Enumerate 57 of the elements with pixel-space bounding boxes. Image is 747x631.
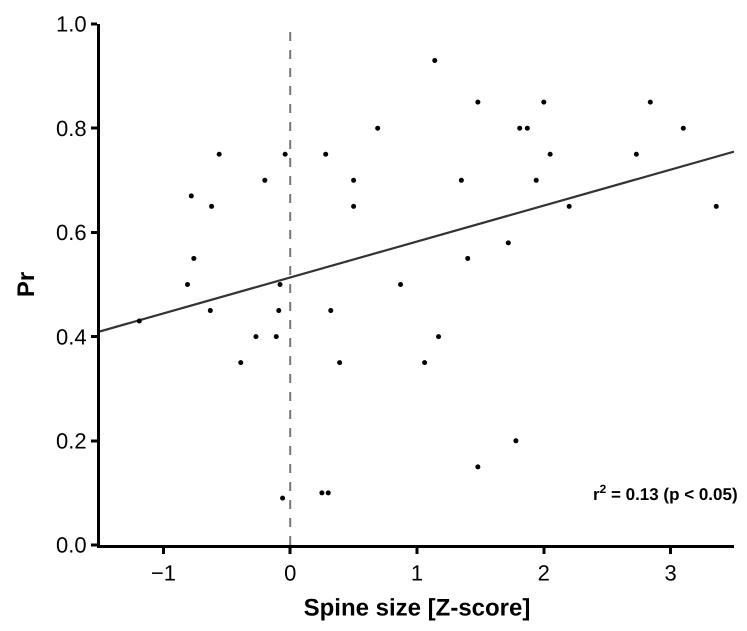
point [191, 256, 196, 261]
point [634, 152, 639, 157]
point [282, 152, 288, 157]
point [216, 152, 222, 157]
point [534, 178, 539, 183]
point [475, 464, 480, 470]
point [548, 152, 553, 157]
point [714, 204, 719, 209]
x-axis-title: Spine size [Z-score] [304, 594, 530, 622]
point [458, 178, 464, 183]
point [328, 308, 334, 314]
annotation: r$^{2}$ = 0.13 (p < 0.05) [593, 482, 738, 504]
point [209, 204, 214, 209]
point [326, 490, 331, 496]
point [253, 334, 258, 340]
y-tick-label: 0.4 [56, 324, 87, 350]
point [422, 360, 428, 366]
point [375, 126, 380, 131]
point [184, 282, 190, 287]
point [541, 100, 546, 105]
y-tick-label: 0.6 [56, 220, 87, 246]
point [524, 126, 530, 131]
point [517, 126, 522, 131]
y-tick-label: 0.2 [56, 428, 87, 454]
y-axis-title: Pr [13, 272, 40, 298]
point [513, 438, 518, 444]
point [680, 126, 686, 131]
y-tick-label: 1.0 [56, 12, 87, 37]
point [319, 490, 324, 496]
x-tick-label: 1 [410, 560, 424, 586]
point [280, 496, 286, 501]
point [465, 256, 470, 261]
point [506, 240, 511, 246]
point [351, 204, 356, 209]
x-tick-label: 0 [284, 560, 296, 586]
point [276, 308, 282, 314]
x-tick-label: −1 [150, 560, 176, 586]
point [475, 100, 480, 105]
x-tick-label: 3 [664, 560, 677, 586]
point [337, 360, 342, 366]
x-tick-label: 2 [538, 560, 550, 586]
point [238, 360, 244, 366]
point [136, 318, 142, 324]
point [566, 204, 572, 209]
point [262, 178, 268, 183]
point [323, 152, 328, 157]
point [432, 58, 438, 63]
point [648, 100, 653, 105]
point [398, 282, 404, 287]
point [188, 193, 194, 198]
point [436, 334, 442, 340]
point [278, 282, 283, 287]
y-tick-label: 0.0 [56, 532, 87, 558]
point [208, 308, 213, 314]
y-tick-label: 0.8 [56, 116, 87, 141]
point [274, 334, 279, 340]
point [351, 178, 356, 183]
